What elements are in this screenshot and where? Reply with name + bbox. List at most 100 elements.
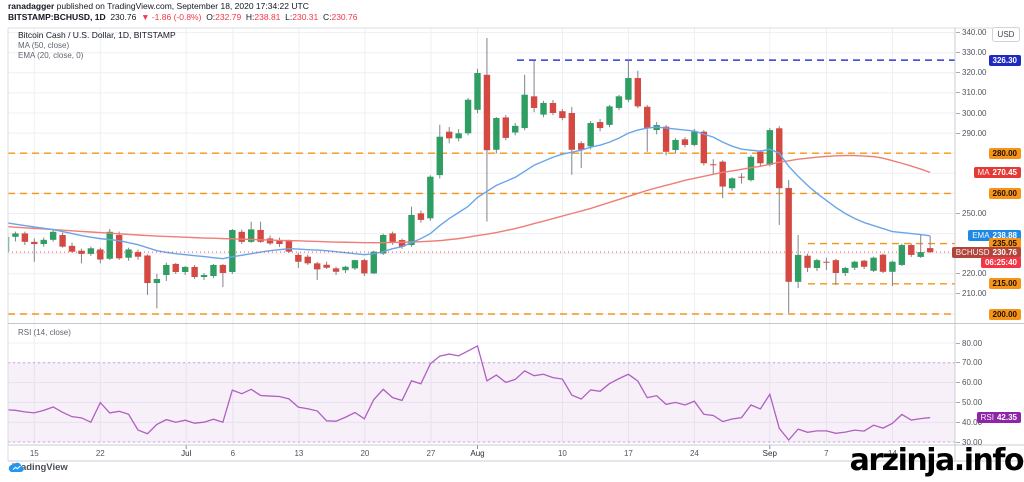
ema-badge: EMA 238.88 [968, 230, 1021, 242]
candle [710, 164, 717, 166]
candle [21, 233, 29, 242]
time-tick-label: 24 [689, 449, 699, 458]
candle [229, 229, 236, 272]
time-tick-label: Jul [181, 449, 192, 458]
time-tick-label: Aug [470, 449, 485, 458]
candle [247, 229, 255, 242]
candle [342, 266, 349, 271]
candle [210, 264, 217, 277]
level-280-value: 280.00 [992, 148, 1017, 158]
candle [87, 248, 95, 254]
candle [408, 214, 415, 246]
candle [549, 102, 557, 113]
rsi-badge-value: 42.35 [996, 413, 1017, 423]
candle [644, 106, 651, 129]
open-value: 232.79 [215, 11, 242, 22]
symbol-name: BITSTAMP:BCHUSD, 1D [8, 11, 106, 22]
candle [728, 178, 736, 189]
candle [625, 78, 632, 100]
countdown-value: 06:25:40 [984, 258, 1017, 268]
time-tick-label: 14 [887, 449, 897, 458]
level-280: 280.00 [988, 147, 1021, 159]
candle [493, 118, 500, 150]
price-tick-label: 290.00 [955, 128, 987, 138]
price-tick-label: 220.00 [955, 269, 987, 279]
price-tick-label: 300.00 [955, 108, 987, 118]
time-tick-label: 22 [95, 449, 105, 458]
last-price: 230.76 [110, 11, 137, 22]
close-label: C: [322, 11, 332, 22]
candle [502, 117, 509, 138]
level-215: 215.00 [988, 278, 1021, 290]
candle [926, 248, 934, 253]
tradingview-logo-text[interactable]: TradingView [12, 462, 68, 473]
rsi-line [8, 345, 931, 442]
rsi-badge-label: RSI [980, 413, 994, 423]
candle [512, 125, 519, 133]
candle [59, 235, 66, 247]
ma50-line [8, 154, 931, 244]
candle [172, 263, 179, 272]
candle [276, 240, 283, 245]
ma-badge-value: 270.45 [992, 167, 1017, 177]
candle [219, 264, 227, 273]
candle [115, 235, 123, 259]
candle [12, 233, 19, 237]
price-change: ▼ -1.86 (-0.8%) [141, 11, 202, 22]
level-200: 200.00 [988, 308, 1021, 320]
rsi-tick-label: 40.00 [955, 417, 983, 427]
candle [530, 96, 538, 108]
candle [351, 260, 359, 269]
candle [596, 122, 604, 129]
time-tick-label: Sep [762, 449, 777, 458]
rsi-legend[interactable]: RSI (14, close) [18, 328, 71, 337]
candle [313, 263, 321, 270]
candle [842, 267, 849, 273]
candle [578, 143, 585, 150]
candle [361, 260, 368, 274]
candle [738, 176, 745, 178]
footer: TradingView [8, 462, 68, 473]
candle [917, 252, 924, 257]
candle [813, 260, 821, 268]
legend-title[interactable]: Bitcoin Cash / U.S. Dollar, 1D, BITSTAMP [18, 30, 176, 40]
candle [832, 260, 840, 273]
candle [163, 264, 170, 276]
candle [474, 73, 481, 110]
candle [879, 254, 887, 272]
currency-toggle-button[interactable]: USD [992, 27, 1020, 42]
candle [615, 96, 623, 108]
candle [370, 251, 377, 274]
candle [794, 254, 802, 282]
candle [304, 256, 311, 264]
time-tick-label: 27 [426, 449, 436, 458]
watermark: arzinja.info [849, 443, 1024, 478]
candle [238, 231, 245, 242]
low-value: 230.31 [292, 11, 319, 22]
candle [568, 113, 575, 150]
candle [200, 275, 208, 278]
symbol-price: BCHUSD 230.76 [951, 246, 1021, 258]
symbol-price-label: BCHUSD [955, 247, 990, 257]
candle [908, 245, 915, 255]
legend-ema[interactable]: EMA (20, close, 0) [18, 51, 84, 60]
candle [436, 136, 443, 176]
legend-ma[interactable]: MA (50, close) [18, 40, 70, 50]
level-260-value: 260.00 [992, 188, 1017, 198]
rsi-badge: RSI 42.35 [976, 412, 1021, 424]
time-tick-label: 15 [29, 449, 39, 458]
candle [49, 231, 57, 240]
chart-legend[interactable]: Bitcoin Cash / U.S. Dollar, 1D, BITSTAMP… [18, 30, 176, 62]
candle [521, 94, 528, 129]
candle [662, 126, 670, 152]
candle [606, 106, 613, 125]
candle [672, 139, 679, 150]
candle [153, 279, 161, 284]
candle [766, 130, 774, 165]
byline: ranadagger published on TradingView.com,… [8, 1, 309, 11]
ema-badge-label: EMA [972, 231, 990, 241]
rsi-tick-label: 30.00 [955, 437, 983, 447]
level-326-value: 326.30 [992, 55, 1017, 65]
time-tick-label: 7 [824, 449, 829, 458]
